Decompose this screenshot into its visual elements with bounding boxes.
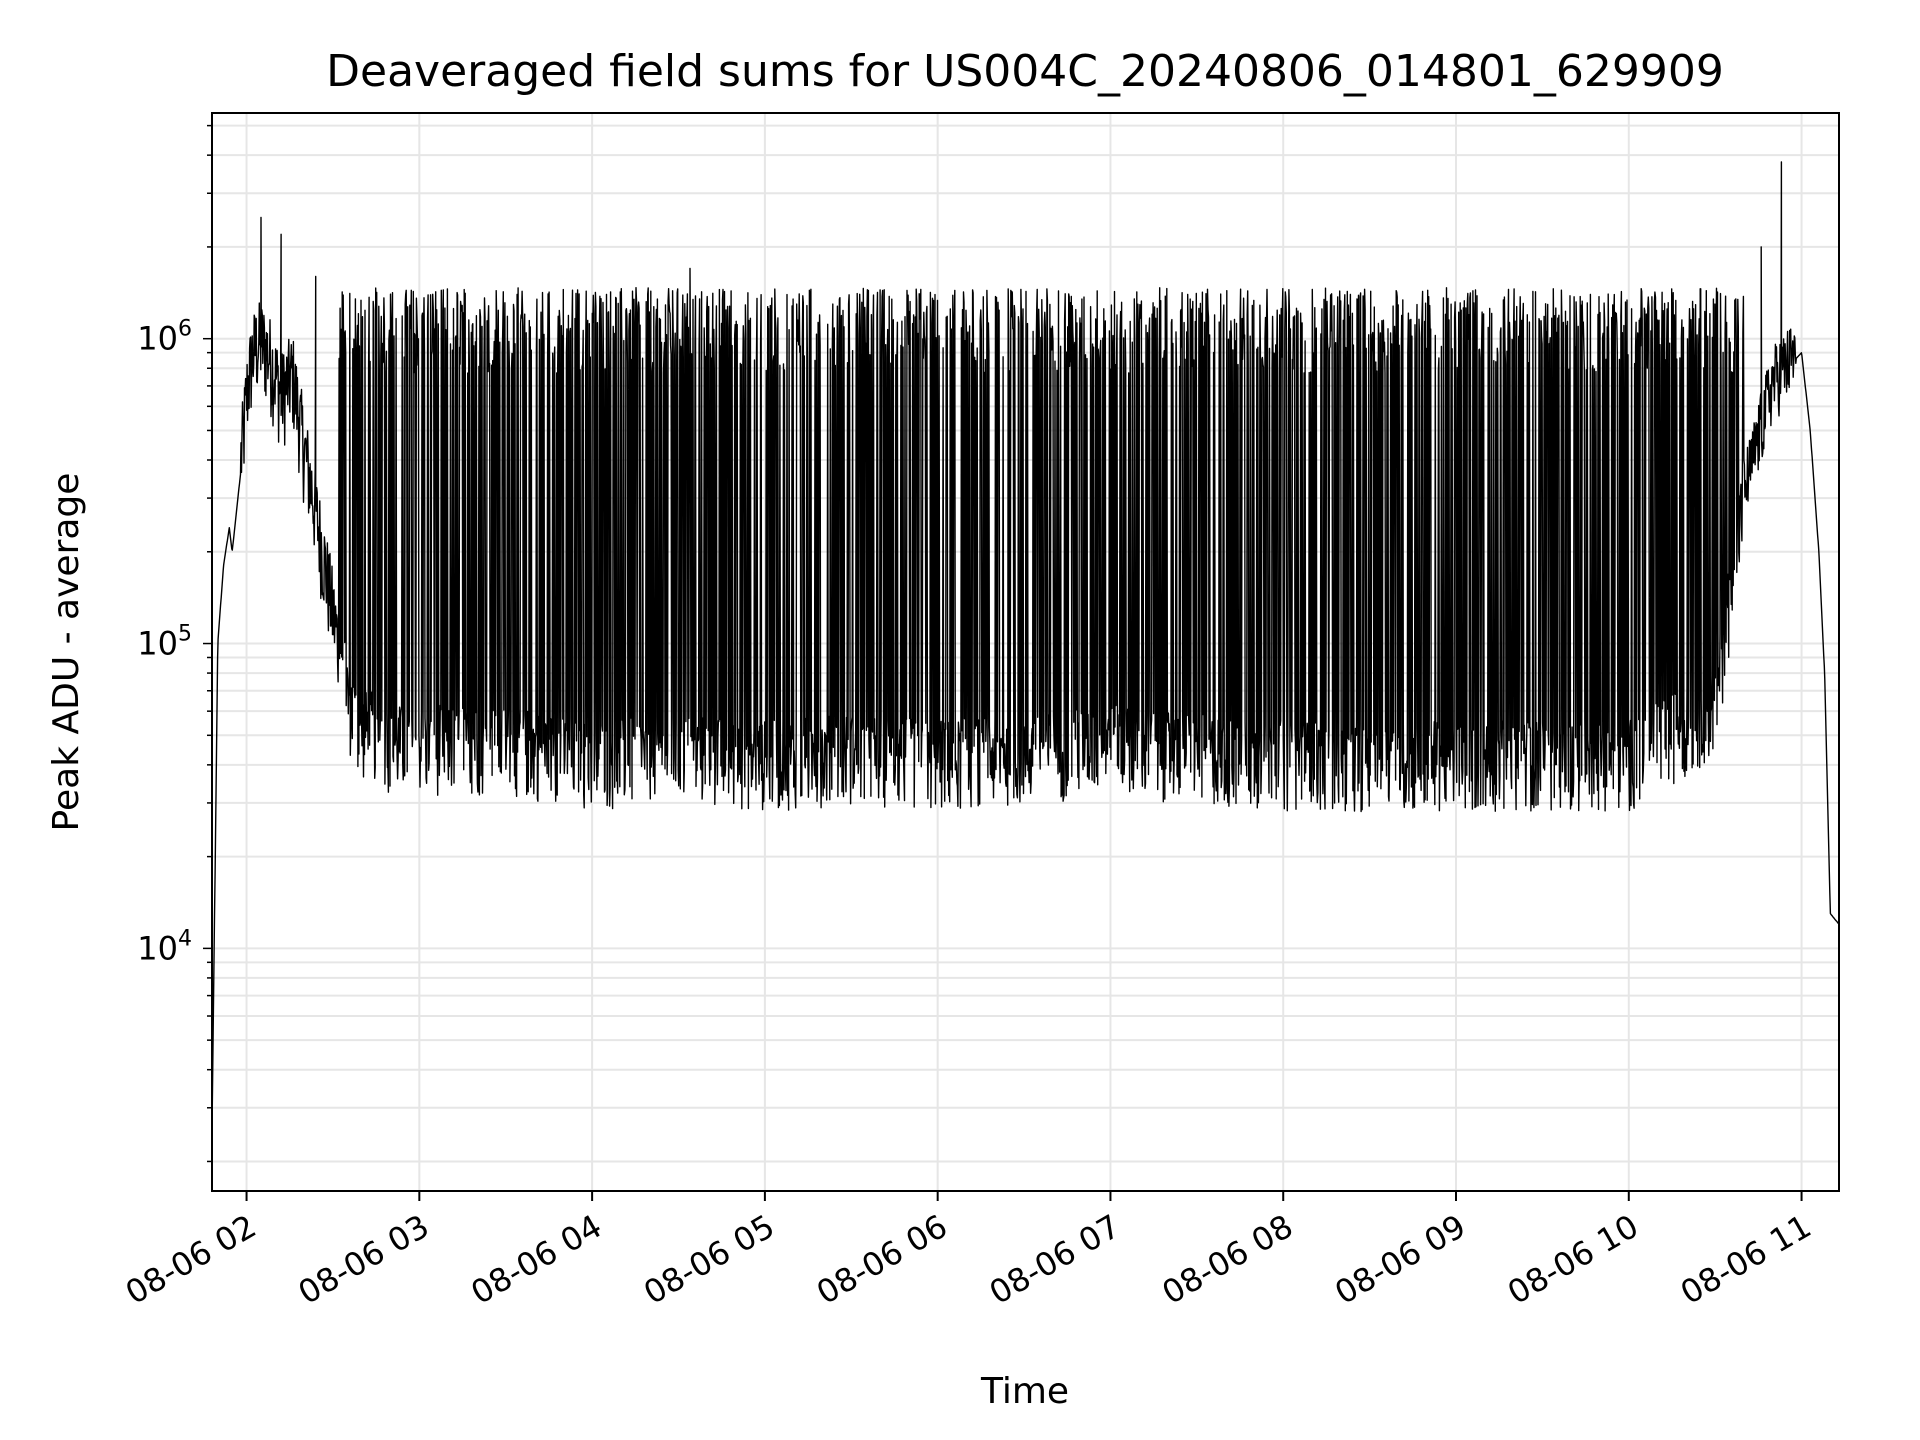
chart-title: Deaveraged field sums for US004C_2024080… — [326, 46, 1724, 97]
y-tick-label: 106 — [137, 317, 192, 358]
plot-area — [211, 161, 1840, 1132]
y-axis-label: Peak ADU - average — [46, 473, 87, 832]
y-tick-label: 105 — [137, 622, 192, 663]
x-axis-label: Time — [980, 1371, 1069, 1412]
y-tick-label: 104 — [137, 926, 192, 967]
y-axis: 104 105 106 — [137, 124, 212, 1163]
plot-frame — [211, 112, 1840, 1192]
series-line — [211, 161, 1840, 1132]
